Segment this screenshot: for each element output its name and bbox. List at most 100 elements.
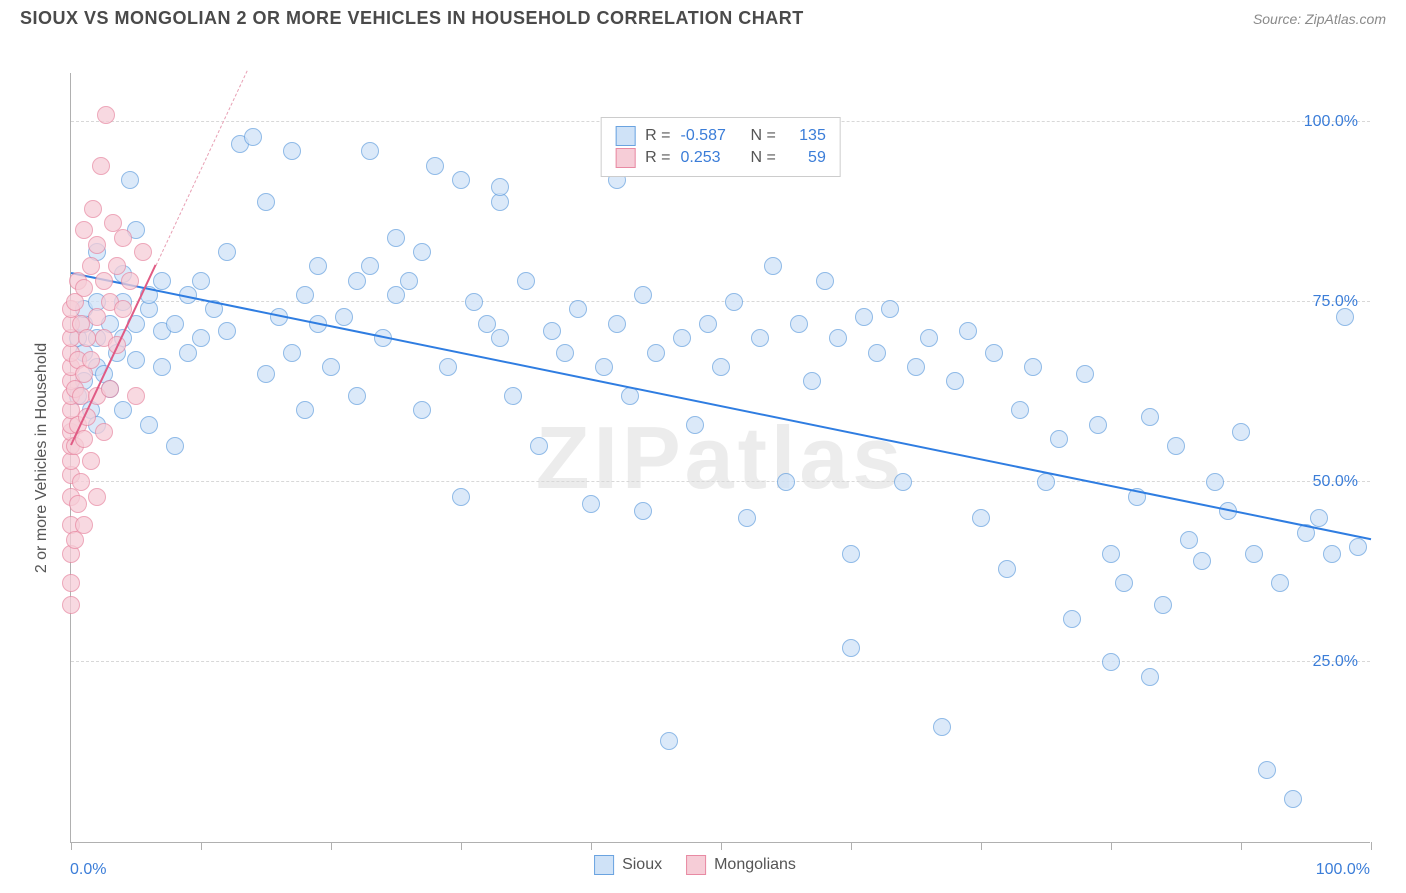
scatter-point [127, 387, 145, 405]
chart-source: Source: ZipAtlas.com [1253, 11, 1386, 27]
scatter-point [69, 495, 87, 513]
scatter-point [1193, 552, 1211, 570]
scatter-point [153, 358, 171, 376]
regression-line [71, 272, 1371, 540]
scatter-point [608, 315, 626, 333]
x-tick [981, 842, 982, 850]
scatter-point [82, 257, 100, 275]
y-tick-label: 75.0% [1313, 293, 1358, 311]
scatter-point [751, 329, 769, 347]
chart-container: 2 or more Vehicles in Household ZIPatlas… [20, 33, 1370, 893]
scatter-point [1310, 509, 1328, 527]
y-tick-label: 50.0% [1313, 473, 1358, 491]
scatter-point [491, 178, 509, 196]
x-tick [71, 842, 72, 850]
scatter-point [166, 437, 184, 455]
scatter-point [114, 401, 132, 419]
scatter-point [634, 286, 652, 304]
scatter-point [933, 718, 951, 736]
scatter-point [868, 344, 886, 362]
y-tick-label: 25.0% [1313, 653, 1358, 671]
scatter-point [1076, 365, 1094, 383]
legend-r-label: R = [645, 127, 670, 145]
watermark: ZIPatlas [536, 407, 905, 509]
scatter-point [82, 452, 100, 470]
scatter-point [1258, 761, 1276, 779]
scatter-point [1245, 545, 1263, 563]
x-tick [1241, 842, 1242, 850]
scatter-point [855, 308, 873, 326]
scatter-point [84, 200, 102, 218]
scatter-point [218, 243, 236, 261]
legend-swatch [615, 148, 635, 168]
scatter-point [1089, 416, 1107, 434]
legend-row: R =-0.587N =135 [615, 126, 826, 146]
scatter-point [101, 380, 119, 398]
legend-row: R =0.253N =59 [615, 148, 826, 168]
scatter-point [75, 516, 93, 534]
scatter-point [309, 257, 327, 275]
scatter-point [1102, 545, 1120, 563]
scatter-point [1180, 531, 1198, 549]
scatter-point [387, 286, 405, 304]
scatter-point [114, 229, 132, 247]
y-gridline [71, 661, 1370, 662]
scatter-point [491, 329, 509, 347]
legend-n-label: N = [751, 127, 776, 145]
scatter-point [543, 322, 561, 340]
scatter-point [699, 315, 717, 333]
legend-r-value: 0.253 [681, 149, 741, 167]
scatter-point [361, 142, 379, 160]
scatter-point [452, 488, 470, 506]
scatter-point [1206, 473, 1224, 491]
scatter-point [660, 732, 678, 750]
scatter-point [738, 509, 756, 527]
scatter-point [998, 560, 1016, 578]
y-gridline [71, 481, 1370, 482]
scatter-point [1024, 358, 1042, 376]
scatter-point [1141, 668, 1159, 686]
legend-swatch [594, 855, 614, 875]
scatter-point [829, 329, 847, 347]
scatter-point [140, 416, 158, 434]
scatter-point [361, 257, 379, 275]
scatter-point [1271, 574, 1289, 592]
scatter-point [790, 315, 808, 333]
y-axis-title: 2 or more Vehicles in Household [33, 343, 51, 573]
scatter-point [647, 344, 665, 362]
scatter-point [82, 351, 100, 369]
scatter-point [530, 437, 548, 455]
scatter-point [88, 236, 106, 254]
scatter-point [1063, 610, 1081, 628]
scatter-point [725, 293, 743, 311]
scatter-point [348, 387, 366, 405]
scatter-point [72, 473, 90, 491]
scatter-point [108, 257, 126, 275]
x-tick [721, 842, 722, 850]
y-tick-label: 100.0% [1304, 113, 1358, 131]
scatter-point [62, 574, 80, 592]
scatter-point [283, 142, 301, 160]
scatter-point [179, 344, 197, 362]
regression-line [155, 71, 247, 266]
scatter-point [322, 358, 340, 376]
scatter-point [1141, 408, 1159, 426]
scatter-point [803, 372, 821, 390]
scatter-point [1232, 423, 1250, 441]
legend-series-item: Mongolians [686, 855, 796, 875]
scatter-point [413, 401, 431, 419]
scatter-point [686, 416, 704, 434]
scatter-point [972, 509, 990, 527]
scatter-point [92, 157, 110, 175]
legend-swatch [686, 855, 706, 875]
x-tick [851, 842, 852, 850]
scatter-point [387, 229, 405, 247]
scatter-point [1154, 596, 1172, 614]
scatter-point [1284, 790, 1302, 808]
scatter-point [1102, 653, 1120, 671]
scatter-point [842, 639, 860, 657]
scatter-point [1115, 574, 1133, 592]
scatter-point [1050, 430, 1068, 448]
x-tick [461, 842, 462, 850]
x-tick [1111, 842, 1112, 850]
